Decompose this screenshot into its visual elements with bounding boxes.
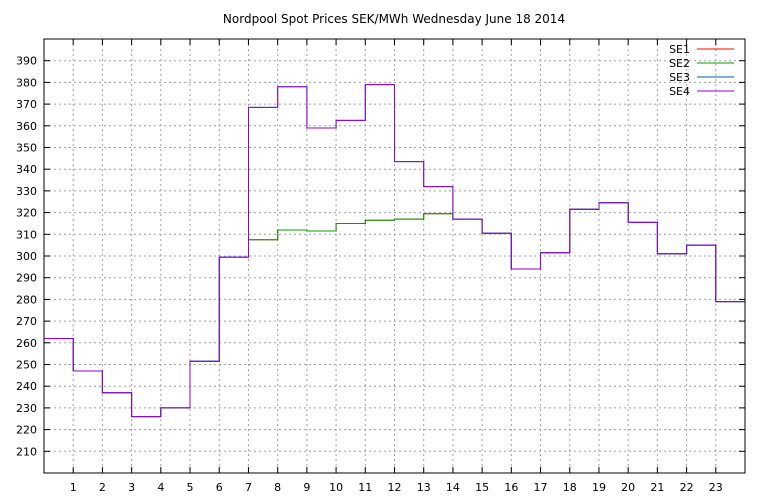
x-tick-label: 14 — [446, 481, 460, 494]
x-tick-label: 11 — [358, 481, 372, 494]
y-tick-label: 320 — [16, 207, 37, 220]
y-tick-label: 260 — [16, 337, 37, 350]
plot-frame — [43, 38, 746, 474]
x-tick-label: 16 — [504, 481, 518, 494]
y-tick-label: 270 — [16, 315, 37, 328]
x-tick-label: 3 — [128, 481, 135, 494]
y-tick-label: 370 — [16, 98, 37, 111]
legend-label-se1: SE1 — [669, 43, 690, 56]
y-tick-label: 220 — [16, 424, 37, 437]
y-tick-label: 290 — [16, 272, 37, 285]
y-tick-label: 340 — [16, 163, 37, 176]
y-tick-label: 230 — [16, 402, 37, 415]
x-tick-label: 12 — [388, 481, 402, 494]
x-tick-label: 7 — [245, 481, 252, 494]
x-tick-label: 1 — [70, 481, 77, 494]
y-tick-label: 390 — [16, 55, 37, 68]
x-tick-label: 2 — [99, 481, 106, 494]
y-tick-label: 350 — [16, 142, 37, 155]
y-tick-label: 360 — [16, 120, 37, 133]
legend-label-se2: SE2 — [669, 57, 690, 70]
series-lines — [44, 84, 745, 418]
y-tick-label: 240 — [16, 380, 37, 393]
x-tick-label: 9 — [303, 481, 310, 494]
y-tick-label: 380 — [16, 76, 37, 89]
x-tick-label: 6 — [216, 481, 223, 494]
x-tick-label: 4 — [157, 481, 164, 494]
x-tick-label: 18 — [563, 481, 577, 494]
series-line-se4 — [44, 84, 745, 418]
x-tick-label: 17 — [534, 481, 548, 494]
y-tick-label: 280 — [16, 293, 37, 306]
y-tick-label: 330 — [16, 185, 37, 198]
x-tick-label: 23 — [709, 481, 723, 494]
legend-label-se4: SE4 — [669, 85, 690, 98]
x-tick-label: 15 — [475, 481, 489, 494]
y-tick-label: 250 — [16, 359, 37, 372]
legend-label-se3: SE3 — [669, 71, 690, 84]
chart-title: Nordpool Spot Prices SEK/MWh Wednesday J… — [223, 12, 565, 26]
x-tick-label: 10 — [329, 481, 343, 494]
x-axis: 1 2 3 4 5 6 7 8 9 10 11 12 13 14 15 16 17 18 19 20 21 22 23 — [70, 39, 723, 494]
y-tick-label: 300 — [16, 250, 37, 263]
y-tick-label: 210 — [16, 445, 37, 458]
y-tick-label: 310 — [16, 228, 37, 241]
x-tick-label: 8 — [274, 481, 281, 494]
x-tick-label: 13 — [417, 481, 431, 494]
x-tick-label: 20 — [621, 481, 635, 494]
x-tick-label: 19 — [592, 481, 606, 494]
x-tick-label: 22 — [680, 481, 694, 494]
x-tick-label: 5 — [187, 481, 194, 494]
x-tick-label: 21 — [650, 481, 664, 494]
y-axis: 210 220 230 240 250 260 270 280 290 300 310 320 330 3… — [16, 55, 745, 458]
